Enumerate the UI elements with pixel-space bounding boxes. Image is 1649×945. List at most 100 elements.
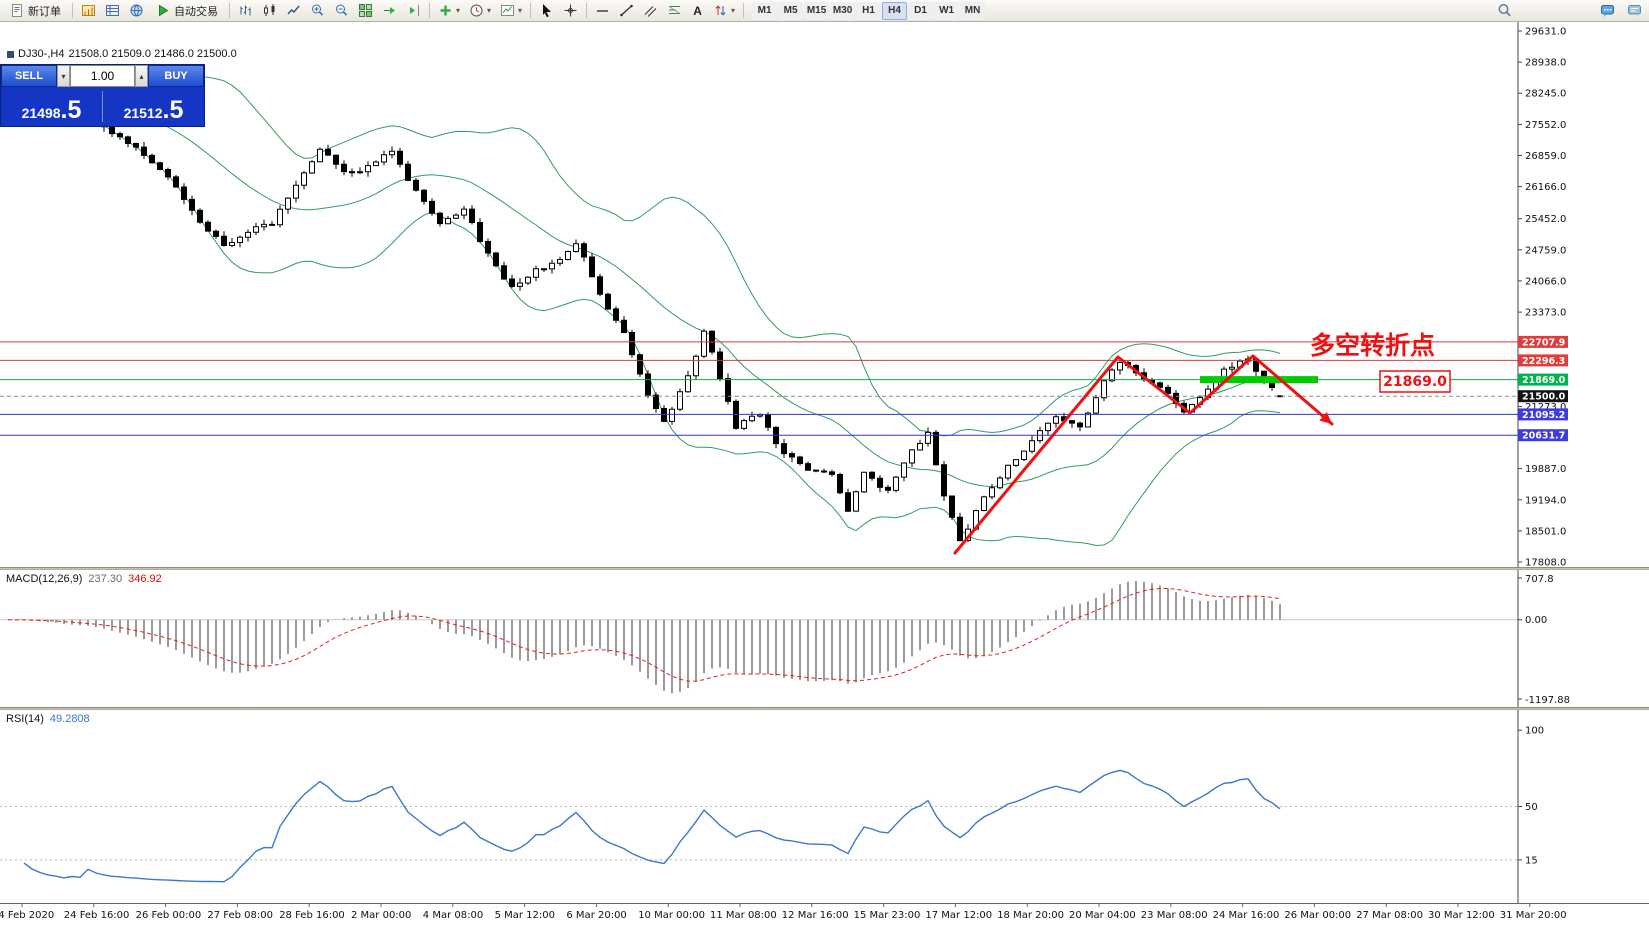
price-tag [1518,429,1568,442]
panel-divider[interactable] [0,567,1649,570]
price-axis[interactable]: 29631.0 28938.0 28245.0 27552.0 26859.0 26166… [1517,22,1649,567]
navigator-button[interactable] [125,1,148,20]
clock-icon [470,4,483,17]
price-tag [1518,354,1568,367]
buy-price-main: 21512 [123,104,163,121]
candlestick-mode-button[interactable] [258,1,281,20]
main-chart-window[interactable]: 多空转折点 21869.0 29631.0 28938.0 28245.0 27552.0… [0,22,1649,567]
time-axis[interactable]: 24 Feb 2020 24 Feb 16:00 26 Feb 00:00 27 Fe… [0,903,1649,923]
svg-text:22296.3: 22296.3 [1522,356,1565,367]
svg-text:23 Mar 08:00: 23 Mar 08:00 [1141,910,1208,921]
indicators-button[interactable]: ▾ [434,1,464,20]
sell-button[interactable]: SELL [1,65,57,87]
messages-button[interactable] [1623,1,1646,20]
svg-text:17 Mar 12:00: 17 Mar 12:00 [925,910,992,921]
volume-increase-button[interactable]: ▴ [135,65,148,87]
volume-input[interactable] [70,65,135,87]
sell-price[interactable]: 21498 .5 [1,87,102,126]
svg-text:25452.0: 25452.0 [1525,214,1566,225]
channel-tool-button[interactable] [639,1,662,20]
zoom-in-icon [312,4,324,16]
market-watch-button[interactable] [77,1,100,20]
trendline-icon [620,4,633,17]
svg-text:12 Mar 16:00: 12 Mar 16:00 [782,910,849,921]
one-click-trading-panel: SELL ▾ ▴ BUY 21498 .5 21512 .5 [0,64,205,127]
svg-text:19887.0: 19887.0 [1525,464,1566,475]
auto-trading-button[interactable]: 自动交易 [149,1,225,20]
timeframe-m30-button[interactable]: M30 [830,1,856,20]
search-button[interactable] [1493,1,1516,20]
price-callout-box[interactable] [1379,370,1451,393]
volume-decrease-button[interactable]: ▾ [57,65,70,87]
horizontal-line-tool-button[interactable] [591,1,614,20]
trend-zigzag-arrow[interactable] [953,354,1334,555]
price-divider [102,91,103,122]
svg-text:100: 100 [1525,726,1544,737]
buy-price[interactable]: 21512 .5 [103,87,204,126]
svg-text:2 Mar 00:00: 2 Mar 00:00 [351,910,411,921]
timeframe-d1-button[interactable]: D1 [908,1,934,20]
new-order-icon [12,4,22,17]
toolbar-separator [586,3,588,18]
svg-text:21273.0: 21273.0 [1525,402,1566,413]
text-tool-button[interactable]: A [687,1,708,20]
tile-windows-button[interactable] [354,1,377,20]
support-zone-segment[interactable] [1200,376,1318,384]
turning-point-annotation[interactable]: 多空转折点 [1310,331,1435,360]
svg-text:24066.0: 24066.0 [1525,276,1566,287]
timeframe-m5-button[interactable]: M5 [778,1,804,20]
zoom-in-button[interactable] [306,1,329,20]
dropdown-arrow-icon: ▾ [456,5,461,15]
sell-price-main: 21498 [21,104,61,121]
fibonacci-tool-button[interactable] [663,1,686,20]
arrows-tool-button[interactable]: ▾ [709,1,739,20]
trendline-tool-button[interactable] [615,1,638,20]
svg-text:15: 15 [1525,855,1538,866]
auto-scroll-button[interactable] [378,1,401,20]
svg-text:24759.0: 24759.0 [1525,245,1566,256]
buy-button[interactable]: BUY [148,65,204,87]
add-indicator-icon [440,5,451,16]
chart-symbol-label: DJ30-,H4 21508.0 21509.0 21486.0 21500.0 [7,48,237,60]
timeframe-h4-button[interactable]: H4 [882,1,908,20]
line-chart-mode-button[interactable] [282,1,305,20]
svg-text:18501.0: 18501.0 [1525,526,1566,537]
price-tag [1518,408,1568,421]
dropdown-arrow-icon: ▾ [487,5,492,15]
crosshair-icon [564,4,577,17]
periods-button[interactable]: ▾ [465,1,495,20]
svg-text:18 Mar 20:00: 18 Mar 20:00 [997,910,1064,921]
timeframe-m1-button[interactable]: M1 [752,1,778,20]
price-tag [1518,335,1568,348]
data-window-button[interactable] [101,1,124,20]
toolbar-separator [743,3,745,18]
cursor-tool-button[interactable] [535,1,558,20]
macd-label: MACD(12,26,9) 237.30 346.92 [6,573,162,585]
candles-layer[interactable] [5,92,1283,543]
bar-chart-mode-button[interactable] [234,1,257,20]
dropdown-arrow-icon: ▾ [731,5,736,15]
timeframe-h1-button[interactable]: H1 [856,1,882,20]
timeframe-toolbar: M1 M5 M15 M30 H1 H4 D1 W1 MN [752,1,986,20]
zoom-out-button[interactable] [330,1,353,20]
community-chat-button[interactable] [1596,1,1619,20]
svg-text:23373.0: 23373.0 [1525,308,1566,319]
timeframe-mn-button[interactable]: MN [960,1,986,20]
panel-divider[interactable] [0,707,1649,710]
macd-subwindow[interactable]: 707.8 0.00 -1197.88 [0,570,1649,707]
new-order-button[interactable]: 新订单 [3,1,68,20]
price-chart-canvas[interactable]: 多空转折点 21869.0 29631.0 28938.0 28245.0 27552.0… [0,22,1649,567]
svg-text:0.00: 0.00 [1525,615,1547,626]
main-toolbar: 新订单 自动交易 [0,0,1649,22]
time-axis-canvas[interactable]: 24 Feb 2020 24 Feb 16:00 26 Feb 00:00 27 Fe… [0,903,1649,923]
timeframe-w1-button[interactable]: W1 [934,1,960,20]
templates-button[interactable]: ▾ [496,1,526,20]
chart-shift-button[interactable] [402,1,425,20]
macd-histogram [15,581,1281,694]
rsi-canvas[interactable]: 100 50 15 [0,710,1649,903]
macd-canvas[interactable]: 707.8 0.00 -1197.88 [0,570,1649,707]
rsi-subwindow[interactable]: 100 50 15 [0,710,1649,903]
timeframe-m15-button[interactable]: M15 [804,1,830,20]
crosshair-tool-button[interactable] [559,1,582,20]
navigator-globe-icon [130,4,143,17]
